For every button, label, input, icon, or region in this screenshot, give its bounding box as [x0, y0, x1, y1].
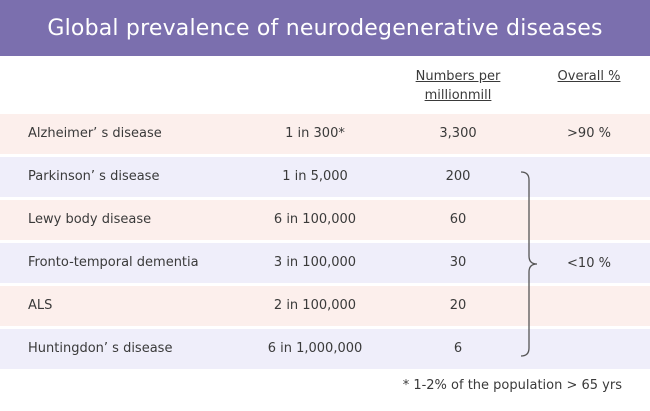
- table-row: Parkinson’ s disease 1 in 5,000 200: [0, 157, 650, 197]
- header-numbers-line2: millionmill: [424, 88, 492, 103]
- header-overall-percent: Overall %: [557, 69, 621, 84]
- table-row: ALS 2 in 100,000 20: [0, 286, 650, 326]
- page-title: Global prevalence of neurodegenerative d…: [47, 15, 603, 41]
- numbers-per-million: 20: [449, 298, 467, 313]
- disease-name: Lewy body disease: [28, 212, 152, 227]
- disease-name: Huntingdon’ s disease: [28, 341, 173, 356]
- prevalence-ratio: 6 in 100,000: [273, 212, 357, 227]
- group-overall-percent: <10 %: [567, 256, 611, 271]
- numbers-per-million: 200: [445, 169, 471, 184]
- numbers-per-million: 60: [449, 212, 467, 227]
- table-row: Lewy body disease 6 in 100,000 60: [0, 200, 650, 240]
- prevalence-ratio: 2 in 100,000: [273, 298, 357, 313]
- numbers-per-million: 6: [453, 341, 463, 356]
- group-brace-icon: [520, 171, 538, 357]
- disease-name: ALS: [28, 298, 53, 313]
- prevalence-ratio: 1 in 300*: [285, 126, 345, 141]
- disease-name: Fronto-temporal dementia: [28, 255, 199, 270]
- disease-name: Parkinson’ s disease: [28, 169, 160, 184]
- disease-name: Alzheimer’ s disease: [28, 126, 162, 141]
- header-numbers-per-million: Numbers per millionmill: [398, 67, 518, 105]
- footnote: * 1-2% of the population > 65 yrs: [402, 378, 622, 393]
- table-row: Alzheimer’ s disease 1 in 300* 3,300 >90…: [0, 114, 650, 154]
- numbers-per-million: 30: [449, 255, 467, 270]
- prevalence-ratio: 3 in 100,000: [273, 255, 357, 270]
- header-numbers-line1: Numbers per: [415, 69, 501, 84]
- table-row: Fronto-temporal dementia 3 in 100,000 30: [0, 243, 650, 283]
- table-row: Huntingdon’ s disease 6 in 1,000,000 6: [0, 329, 650, 369]
- prevalence-ratio: 6 in 1,000,000: [267, 341, 363, 356]
- title-banner: Global prevalence of neurodegenerative d…: [0, 0, 650, 56]
- overall-percent: >90 %: [567, 126, 611, 141]
- prevalence-ratio: 1 in 5,000: [282, 169, 348, 184]
- numbers-per-million: 3,300: [439, 126, 477, 141]
